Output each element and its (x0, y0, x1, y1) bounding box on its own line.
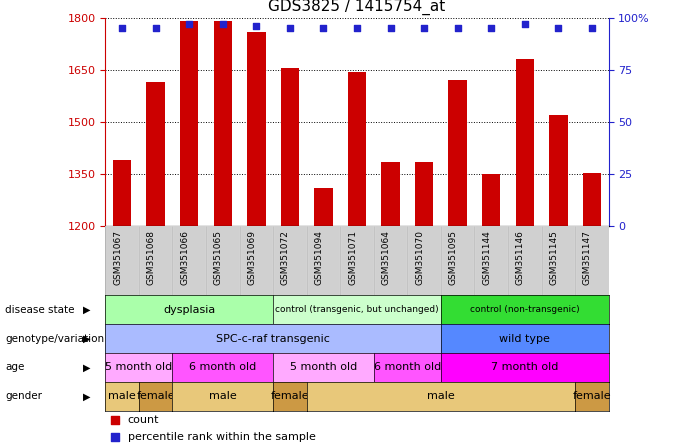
Bar (180, 21, 199, 226)
Point (486, 25, 496, 32)
Text: GSM351144: GSM351144 (482, 230, 491, 285)
Text: GSM351065: GSM351065 (214, 230, 223, 285)
Text: female: female (573, 391, 611, 401)
Text: GSM351146: GSM351146 (515, 230, 525, 285)
Text: ▶: ▶ (83, 333, 90, 344)
Bar (146, 82, 165, 226)
Point (553, 25, 564, 32)
Text: control (transgenic, but unchanged): control (transgenic, but unchanged) (275, 305, 439, 314)
Point (184, 20, 194, 28)
Point (520, 20, 530, 28)
Bar (549, 115, 568, 226)
Text: wild type: wild type (499, 333, 550, 344)
Text: male: male (108, 391, 136, 401)
Text: GSM351070: GSM351070 (415, 230, 424, 285)
Text: genotype/variation: genotype/variation (5, 333, 105, 344)
Text: GSM351094: GSM351094 (314, 230, 324, 285)
Text: ▶: ▶ (83, 305, 90, 315)
Text: SPC-c-raf transgenic: SPC-c-raf transgenic (216, 333, 330, 344)
Bar (482, 174, 500, 226)
Text: female: female (271, 391, 309, 401)
Bar (281, 68, 299, 226)
Bar (515, 59, 534, 226)
Point (586, 25, 597, 32)
Text: 6 month old: 6 month old (189, 362, 256, 373)
Text: dysplasia: dysplasia (163, 305, 216, 315)
Point (318, 25, 329, 32)
Text: ▶: ▶ (83, 362, 90, 373)
Bar (381, 162, 400, 226)
Text: 5 month old: 5 month old (290, 362, 357, 373)
Text: GSM351066: GSM351066 (180, 230, 189, 285)
Point (284, 25, 295, 32)
Point (218, 20, 228, 28)
Text: percentile rank within the sample: percentile rank within the sample (128, 432, 316, 442)
Point (109, 416, 120, 424)
Text: GSM351147: GSM351147 (583, 230, 592, 285)
Point (419, 25, 430, 32)
Text: count: count (128, 415, 159, 425)
Text: GSM351071: GSM351071 (348, 230, 357, 285)
Text: 5 month old: 5 month old (105, 362, 173, 373)
Bar (214, 21, 232, 226)
Text: GSM351145: GSM351145 (549, 230, 558, 285)
Text: 6 month old: 6 month old (374, 362, 441, 373)
Text: gender: gender (5, 391, 42, 401)
Bar (113, 160, 131, 226)
Text: GSM351068: GSM351068 (147, 230, 156, 285)
Text: disease state: disease state (5, 305, 75, 315)
Bar (583, 173, 601, 226)
Bar (415, 162, 433, 226)
Point (452, 25, 463, 32)
Bar (247, 32, 266, 226)
Text: 7 month old: 7 month old (491, 362, 558, 373)
Bar (448, 80, 467, 226)
Point (150, 25, 161, 32)
Point (117, 25, 128, 32)
Bar (347, 71, 367, 226)
Text: age: age (5, 362, 24, 373)
Point (385, 25, 396, 32)
Text: male: male (427, 391, 455, 401)
Text: ▶: ▶ (83, 391, 90, 401)
Text: control (non-transgenic): control (non-transgenic) (470, 305, 579, 314)
Point (352, 25, 362, 32)
Text: GSM351095: GSM351095 (449, 230, 458, 285)
Text: male: male (209, 391, 237, 401)
Text: GSM351067: GSM351067 (113, 230, 122, 285)
Title: GDS3825 / 1415754_at: GDS3825 / 1415754_at (269, 0, 445, 15)
Text: female: female (137, 391, 175, 401)
Point (251, 23, 262, 30)
Point (109, 433, 120, 440)
Bar (314, 188, 333, 226)
Text: GSM351072: GSM351072 (281, 230, 290, 285)
Text: GSM351069: GSM351069 (248, 230, 256, 285)
Text: GSM351064: GSM351064 (381, 230, 390, 285)
